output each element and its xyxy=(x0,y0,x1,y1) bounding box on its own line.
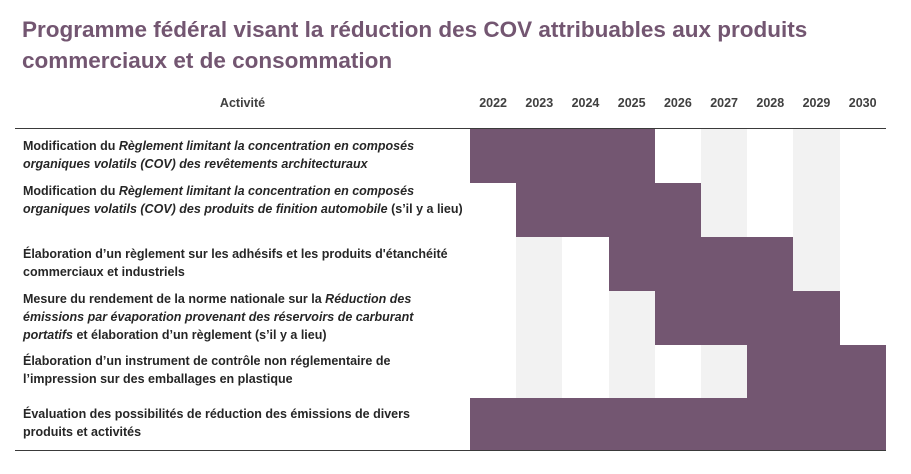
gantt-bar xyxy=(608,237,794,291)
activity-label: Mesure du rendement de la norme national… xyxy=(23,292,414,342)
activity-label: Élaboration d’un instrument de contrôle … xyxy=(23,354,391,386)
gantt-bar xyxy=(654,291,840,345)
year-header-2024: 2024 xyxy=(571,96,600,110)
page-title: Programme fédéral visant la réduction de… xyxy=(22,17,808,73)
gantt-bar xyxy=(470,398,886,450)
activity-column-header: Activité xyxy=(219,96,266,110)
year-header-2029: 2029 xyxy=(802,96,831,110)
year-header-2025: 2025 xyxy=(617,96,646,110)
activity-label: Modification du Règlement limitant la co… xyxy=(23,184,463,216)
year-header-2022: 2022 xyxy=(479,96,507,110)
year-header-2026: 2026 xyxy=(663,96,692,110)
gantt-bar xyxy=(747,345,886,398)
activity-label: Évaluation des possibilités de réduction… xyxy=(23,407,410,439)
year-header-2027: 2027 xyxy=(710,96,738,110)
gantt-bar xyxy=(516,183,701,237)
gantt-bar xyxy=(470,129,655,183)
year-header-2028: 2028 xyxy=(756,96,785,110)
bottom-divider xyxy=(15,450,886,451)
year-header-2030: 2030 xyxy=(848,96,877,110)
activity-label: Modification du Règlement limitant la co… xyxy=(23,139,415,171)
activity-label: Élaboration d’un règlement sur les adhés… xyxy=(23,247,448,279)
header-divider xyxy=(15,128,886,129)
year-header-2023: 2023 xyxy=(525,96,554,110)
